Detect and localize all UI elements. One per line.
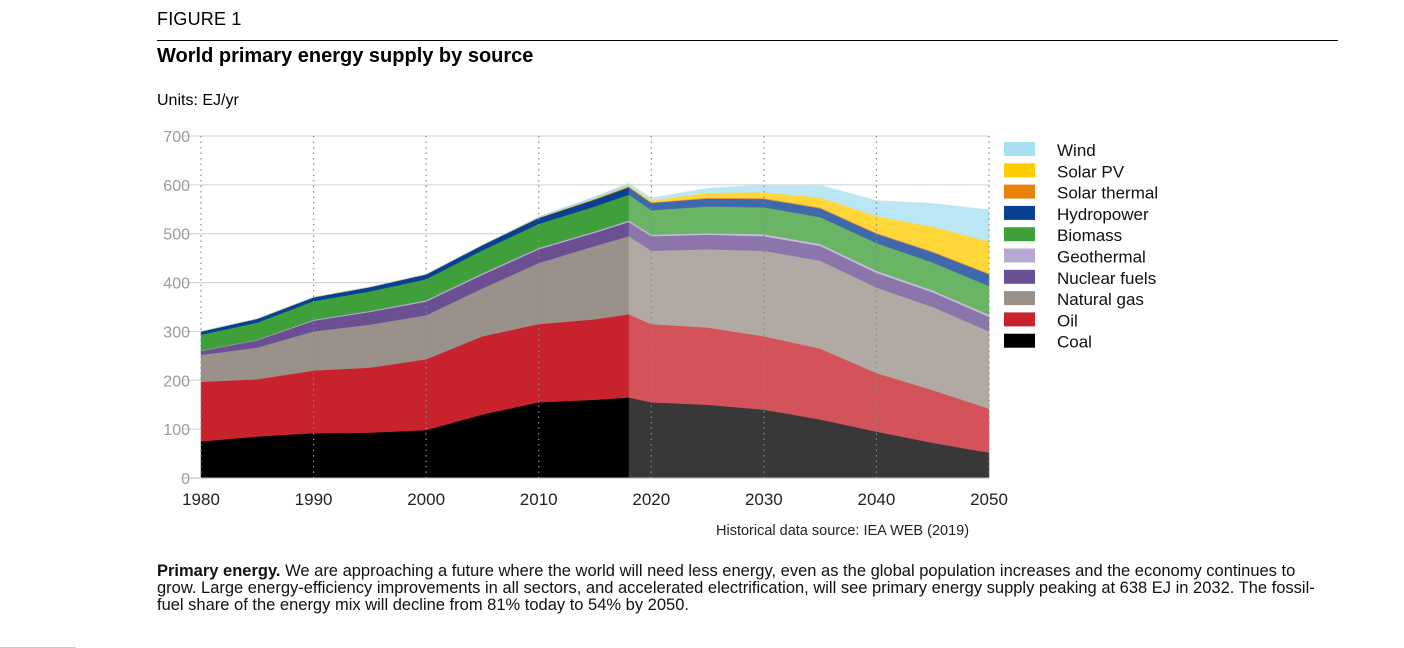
caption: Primary energy. We are approaching a fut… bbox=[157, 563, 1332, 614]
x-tick-label: 2000 bbox=[407, 490, 445, 509]
legend-label: Nuclear fuels bbox=[1057, 269, 1156, 288]
area-wind bbox=[200, 183, 990, 332]
legend-swatch bbox=[1004, 205, 1035, 220]
x-tick-label: 2030 bbox=[745, 490, 783, 509]
legend-label: Coal bbox=[1057, 333, 1092, 352]
y-tick-label: 500 bbox=[163, 227, 190, 244]
y-tick-label: 400 bbox=[163, 276, 190, 293]
legend-swatch bbox=[1004, 142, 1035, 156]
top-rule bbox=[157, 40, 1338, 41]
legend-label: Biomass bbox=[1057, 226, 1122, 245]
units-label: Units: EJ/yr bbox=[157, 92, 239, 109]
legend-label: Geothermal bbox=[1057, 248, 1146, 267]
projection-tint bbox=[628, 183, 989, 478]
legend-label: Natural gas bbox=[1057, 290, 1144, 309]
legend-label: Solar thermal bbox=[1057, 184, 1158, 203]
legend-swatch bbox=[1004, 312, 1035, 327]
legend-swatch bbox=[1004, 227, 1035, 242]
caption-body: We are approaching a future where the wo… bbox=[157, 562, 1315, 614]
legend-label: Hydropower bbox=[1057, 205, 1149, 224]
y-tick-label: 0 bbox=[181, 471, 190, 488]
y-tick-label: 600 bbox=[163, 178, 190, 195]
chart-title: World primary energy supply by source bbox=[157, 45, 534, 67]
legend-swatch bbox=[1004, 184, 1035, 199]
figure-label: FIGURE 1 bbox=[157, 9, 242, 29]
legend-swatch bbox=[1004, 163, 1035, 178]
x-tick-label: 1990 bbox=[295, 490, 333, 509]
y-tick-label: 700 bbox=[163, 129, 190, 146]
x-tick-label: 2050 bbox=[970, 490, 1008, 509]
legend-label: Oil bbox=[1057, 311, 1078, 330]
caption-lead: Primary energy. bbox=[157, 562, 281, 580]
y-tick-label: 200 bbox=[163, 373, 190, 390]
x-tick-label: 1980 bbox=[182, 490, 220, 509]
legend-swatch bbox=[1004, 269, 1035, 284]
y-tick-label: 300 bbox=[163, 324, 190, 341]
y-tick-label: 100 bbox=[163, 422, 190, 439]
legend-label: Wind bbox=[1057, 141, 1096, 160]
legend-swatch bbox=[1004, 333, 1035, 348]
x-tick-label: 2020 bbox=[632, 490, 670, 509]
source-note: Historical data source: IEA WEB (2019) bbox=[716, 523, 970, 539]
legend-swatch bbox=[1004, 248, 1035, 263]
legend-swatch bbox=[1004, 291, 1035, 306]
x-tick-label: 2040 bbox=[858, 490, 896, 509]
x-tick-label: 2010 bbox=[520, 490, 558, 509]
legend-label: Solar PV bbox=[1057, 162, 1125, 181]
